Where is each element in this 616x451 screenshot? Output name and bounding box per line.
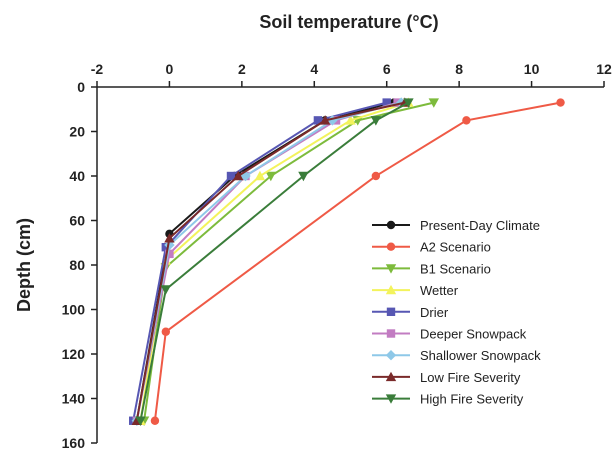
data-point bbox=[233, 170, 244, 181]
data-point bbox=[313, 116, 323, 125]
legend-label: Drier bbox=[420, 305, 449, 320]
legend-swatch-marker bbox=[386, 329, 396, 338]
legend-label: A2 Scenario bbox=[420, 240, 491, 255]
legend-item: A2 Scenario bbox=[372, 240, 491, 255]
legend-label: High Fire Severity bbox=[420, 392, 524, 407]
series-group bbox=[131, 97, 411, 425]
legend-label: Present-Day Climate bbox=[420, 218, 540, 233]
data-point bbox=[428, 98, 439, 108]
legend-item: Deeper Snowpack bbox=[372, 327, 527, 342]
legend: Present-Day Climate A2 Scenario B1 Scenari… bbox=[372, 218, 541, 407]
data-point bbox=[165, 249, 174, 259]
y-axis-label: Depth (cm) bbox=[14, 218, 34, 312]
legend-swatch-marker bbox=[385, 394, 397, 404]
series-group bbox=[150, 98, 565, 425]
data-point bbox=[161, 243, 171, 252]
series-line bbox=[135, 101, 402, 421]
plot-area bbox=[129, 97, 565, 426]
data-point bbox=[382, 98, 391, 107]
x-tick-label: 6 bbox=[383, 61, 391, 77]
data-point bbox=[160, 285, 172, 295]
data-point bbox=[135, 416, 146, 426]
x-tick-label: -2 bbox=[91, 61, 104, 77]
legend-swatch-marker bbox=[386, 307, 396, 316]
y-tick-label: 80 bbox=[69, 257, 85, 273]
y-tick-label: 140 bbox=[62, 391, 86, 407]
legend-swatch-marker bbox=[386, 220, 396, 230]
y-tick-label: 100 bbox=[62, 302, 86, 318]
series-line bbox=[135, 101, 395, 421]
legend-item: High Fire Severity bbox=[372, 392, 524, 407]
legend-label: B1 Scenario bbox=[420, 261, 491, 276]
legend-label: Low Fire Severity bbox=[420, 370, 521, 385]
y-tick-label: 60 bbox=[69, 213, 85, 229]
data-point bbox=[319, 115, 331, 125]
data-point bbox=[371, 171, 381, 181]
data-point bbox=[265, 171, 277, 182]
legend-label: Wetter bbox=[420, 283, 459, 298]
chart-title: Soil temperature (°C) bbox=[259, 12, 438, 32]
legend-item: Shallower Snowpack bbox=[372, 348, 541, 363]
legend-swatch-marker bbox=[385, 264, 397, 274]
legend-swatch-marker bbox=[385, 350, 397, 361]
series-line bbox=[139, 101, 409, 421]
legend-label: Deeper Snowpack bbox=[420, 327, 527, 342]
series-group bbox=[135, 98, 414, 426]
data-point bbox=[240, 170, 251, 182]
x-tick-label: 0 bbox=[166, 61, 174, 77]
y-tick-label: 20 bbox=[69, 124, 85, 140]
y-tick-label: 120 bbox=[62, 346, 86, 362]
data-point bbox=[150, 416, 160, 425]
x-tick-label: 4 bbox=[310, 61, 318, 77]
legend-item: Present-Day Climate bbox=[372, 218, 540, 233]
data-point bbox=[403, 98, 414, 108]
y-tick-label: 0 bbox=[77, 79, 85, 95]
legend-item: Low Fire Severity bbox=[372, 370, 521, 385]
data-point bbox=[556, 98, 565, 107]
series-group bbox=[135, 97, 414, 425]
data-point bbox=[370, 116, 382, 126]
legend-swatch-marker bbox=[385, 371, 397, 382]
y-tick-label: 40 bbox=[69, 168, 85, 184]
y-tick-label: 160 bbox=[62, 435, 86, 451]
data-point bbox=[164, 233, 175, 243]
legend-item: Wetter bbox=[372, 283, 459, 298]
data-point bbox=[254, 170, 266, 181]
x-tick-label: 8 bbox=[455, 61, 463, 77]
data-point bbox=[226, 171, 236, 181]
series-line bbox=[135, 101, 398, 421]
legend-item: Drier bbox=[372, 305, 449, 320]
x-tick-label: 10 bbox=[524, 61, 540, 77]
data-point bbox=[161, 327, 171, 336]
x-tick-label: 2 bbox=[238, 61, 246, 77]
data-point bbox=[345, 115, 356, 125]
x-tick-label: 12 bbox=[596, 61, 612, 77]
series-line bbox=[139, 101, 409, 421]
legend-label: Shallower Snowpack bbox=[420, 348, 541, 363]
legend-item: B1 Scenario bbox=[372, 261, 491, 276]
legend-swatch-marker bbox=[386, 242, 396, 251]
data-point bbox=[462, 116, 471, 125]
data-point bbox=[298, 171, 309, 182]
legend-swatch-marker bbox=[385, 284, 397, 295]
